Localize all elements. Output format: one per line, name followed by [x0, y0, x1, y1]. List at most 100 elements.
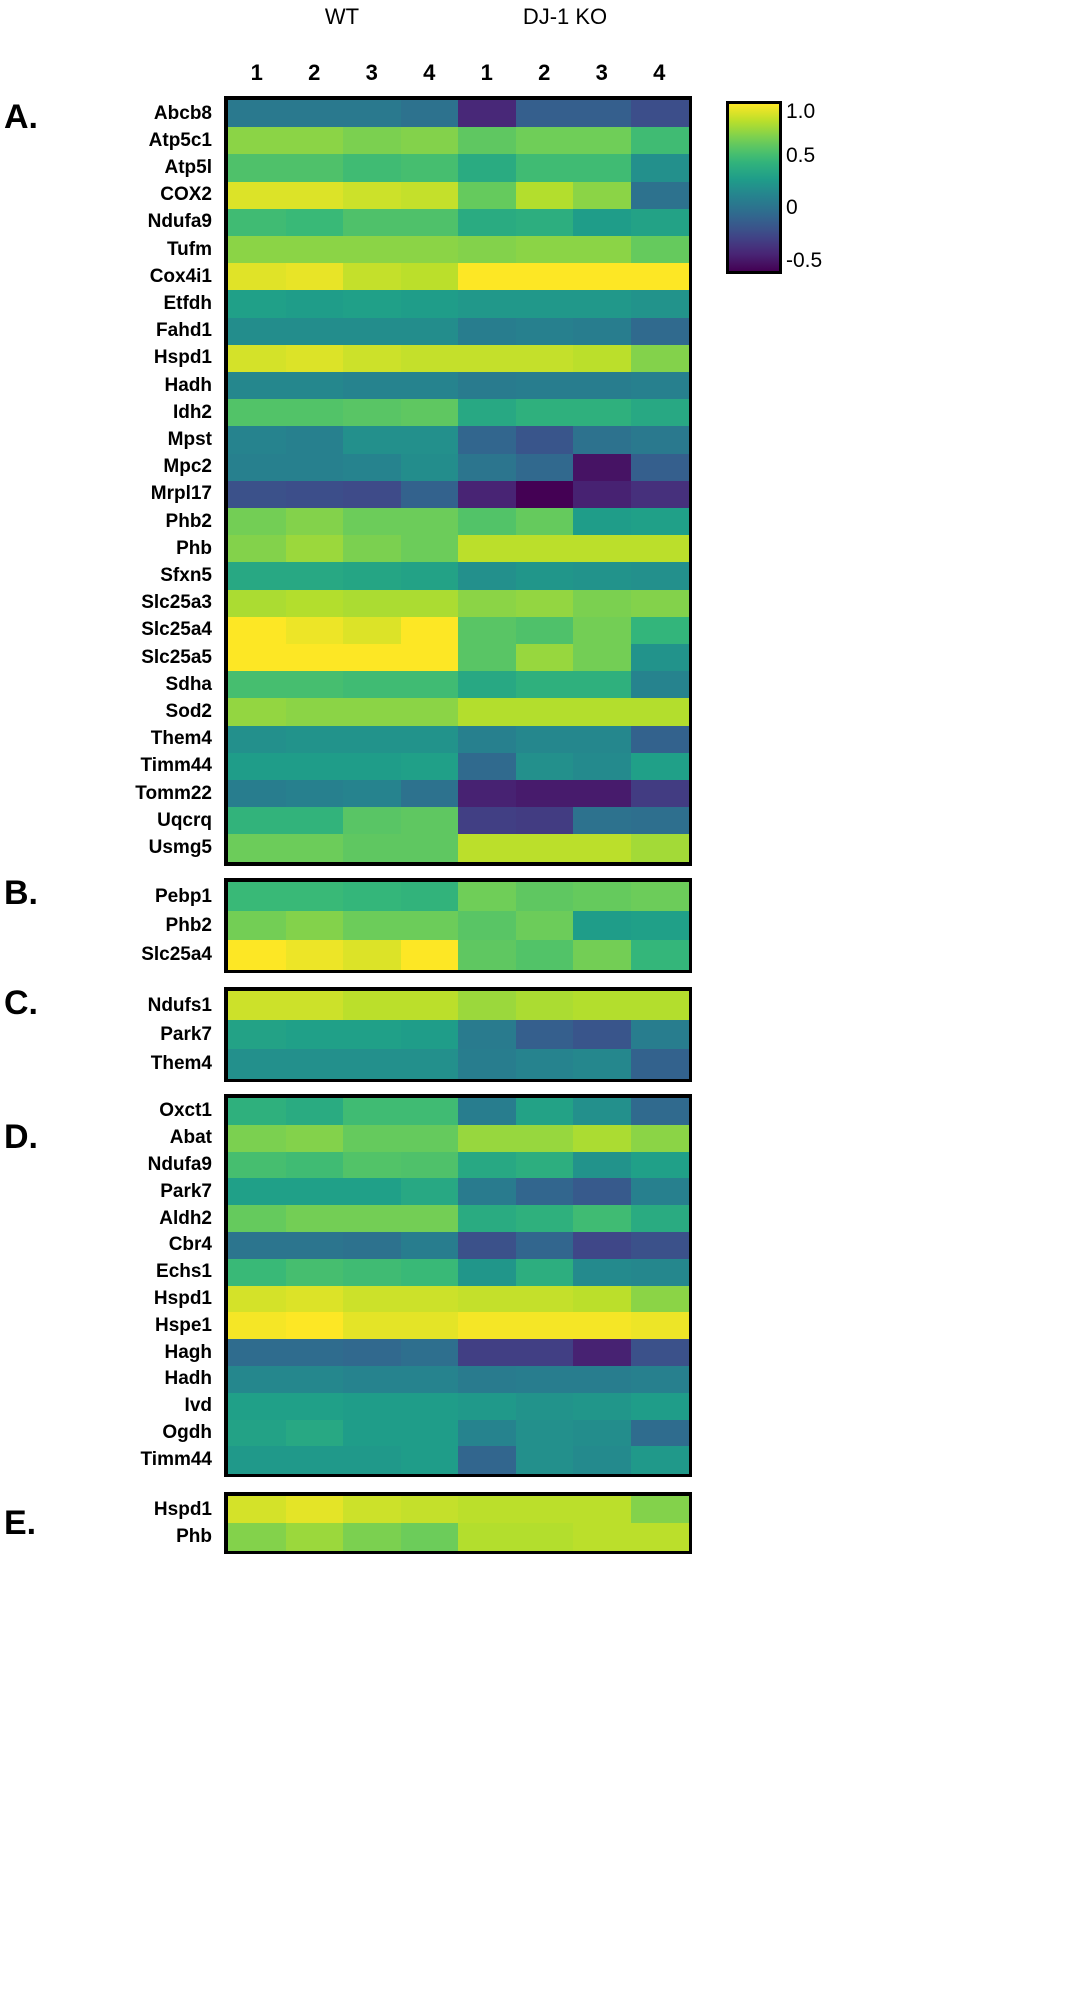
- heatmap-cell: [400, 127, 459, 155]
- heatmap-cell: [285, 1285, 344, 1313]
- heatmap-panel: [224, 96, 692, 866]
- heatmap-cell: [400, 399, 459, 427]
- heatmap-cell: [573, 1020, 631, 1050]
- heatmap-cell: [343, 344, 401, 373]
- heatmap-cell: [343, 290, 401, 319]
- heatmap-cell: [630, 453, 689, 482]
- heatmap-cell: [343, 317, 401, 346]
- heatmap-cell: [630, 752, 689, 781]
- heatmap-cell: [343, 1049, 401, 1079]
- heatmap-cell: [400, 911, 459, 941]
- heatmap-cell: [458, 1232, 516, 1260]
- heatmap-cell: [228, 1098, 286, 1126]
- row-label-gene: Timm44: [140, 1448, 212, 1470]
- heatmap-cell: [228, 940, 286, 970]
- heatmap-cell: [515, 399, 574, 427]
- heatmap-cell: [573, 1312, 631, 1340]
- row-label-gene: Park7: [160, 1023, 212, 1045]
- heatmap-cell: [400, 344, 459, 373]
- heatmap-cell: [285, 725, 344, 754]
- heatmap-cell: [228, 480, 286, 509]
- heatmap-cell: [343, 1366, 401, 1394]
- heatmap-cell: [285, 752, 344, 781]
- heatmap-cell: [515, 127, 574, 155]
- heatmap-cell: [515, 911, 574, 941]
- heatmap-cell: [285, 882, 344, 912]
- heatmap-cell: [400, 698, 459, 727]
- heatmap-cell: [573, 1419, 631, 1447]
- heatmap-cell: [400, 671, 459, 699]
- heatmap-cell: [285, 1124, 344, 1153]
- heatmap-cell: [573, 807, 631, 835]
- heatmap-cell: [515, 752, 574, 781]
- heatmap-cell: [630, 1049, 689, 1079]
- heatmap-cell: [515, 780, 574, 808]
- heatmap-cell: [400, 1020, 459, 1050]
- row-label-gene: Them4: [150, 1052, 212, 1074]
- heatmap-cell: [630, 208, 689, 237]
- heatmap-cell: [228, 1049, 286, 1079]
- row-label-gene: Park7: [160, 1180, 212, 1202]
- heatmap-cell: [458, 1392, 516, 1421]
- heatmap-cell: [458, 127, 516, 155]
- panel-label: B.: [4, 874, 38, 912]
- heatmap-cell: [343, 480, 401, 509]
- heatmap-cell: [343, 1020, 401, 1050]
- heatmap-cell: [285, 1446, 344, 1474]
- heatmap-cell: [343, 589, 401, 618]
- heatmap-cell: [228, 154, 286, 183]
- heatmap-cell: [458, 725, 516, 754]
- heatmap-cell: [285, 1366, 344, 1394]
- heatmap-cell: [515, 671, 574, 699]
- heatmap-cell: [515, 644, 574, 672]
- heatmap-cell: [573, 1124, 631, 1153]
- heatmap-cell: [458, 834, 516, 863]
- heatmap-cell: [343, 372, 401, 400]
- heatmap-cell: [630, 780, 689, 808]
- heatmap-cell: [573, 1205, 631, 1233]
- heatmap-cell: [458, 426, 516, 455]
- heatmap-cell: [400, 263, 459, 291]
- heatmap-cell: [573, 1232, 631, 1260]
- heatmap-cell: [285, 1151, 344, 1179]
- heatmap-cell: [630, 834, 689, 863]
- heatmap-cell: [343, 1258, 401, 1287]
- heatmap-cell: [285, 1496, 344, 1524]
- heatmap-cell: [343, 698, 401, 727]
- heatmap-cell: [515, 236, 574, 264]
- heatmap-cell: [285, 290, 344, 319]
- heatmap-cell: [228, 1419, 286, 1447]
- heatmap-cell: [573, 644, 631, 672]
- heatmap-cell: [228, 671, 286, 699]
- heatmap-cell: [228, 426, 286, 455]
- heatmap-cell: [515, 1312, 574, 1340]
- heatmap-cell: [228, 1366, 286, 1394]
- heatmap-cell: [458, 453, 516, 482]
- heatmap-cell: [285, 1020, 344, 1050]
- heatmap-cell: [343, 181, 401, 210]
- heatmap-cell: [285, 399, 344, 427]
- heatmap-cell: [630, 263, 689, 291]
- panel-label: C.: [4, 984, 38, 1022]
- heatmap-cell: [343, 1205, 401, 1233]
- heatmap-cell: [228, 752, 286, 781]
- column-label: 4: [423, 60, 436, 85]
- heatmap-cell: [515, 1285, 574, 1313]
- heatmap-cell: [458, 616, 516, 645]
- heatmap-cell: [515, 698, 574, 727]
- heatmap-cell: [458, 181, 516, 210]
- heatmap-cell: [228, 780, 286, 808]
- heatmap-cell: [343, 1098, 401, 1126]
- heatmap-cell: [400, 991, 459, 1021]
- heatmap-cell: [228, 1232, 286, 1260]
- heatmap-cell: [400, 882, 459, 912]
- heatmap-cell: [343, 725, 401, 754]
- heatmap-cell: [400, 644, 459, 672]
- heatmap-cell: [400, 1049, 459, 1079]
- heatmap-cell: [573, 426, 631, 455]
- heatmap-cell: [285, 1098, 344, 1126]
- heatmap-cell: [630, 1285, 689, 1313]
- heatmap-cell: [573, 940, 631, 970]
- column-label: 3: [365, 60, 378, 85]
- heatmap-cell: [228, 1178, 286, 1206]
